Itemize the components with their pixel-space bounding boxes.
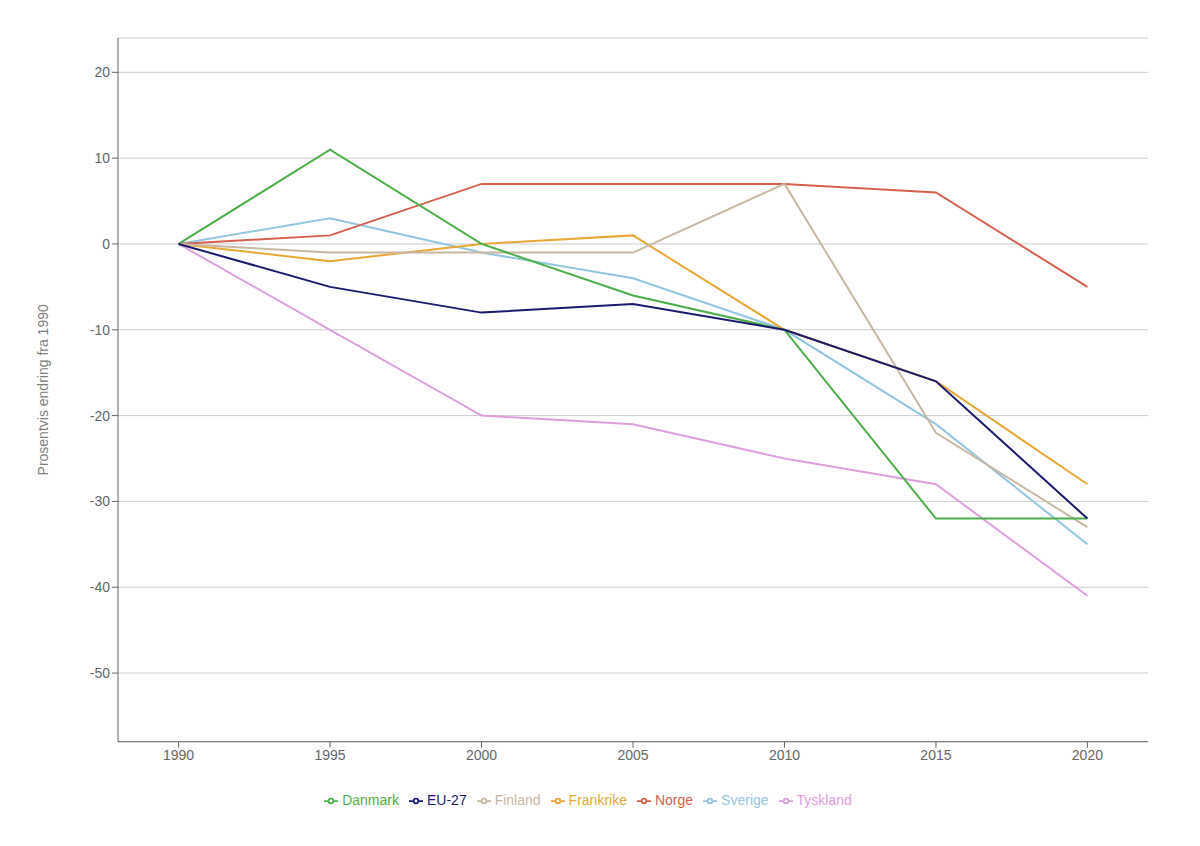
svg-text:20: 20 [94,64,110,80]
svg-text:1995: 1995 [314,747,345,763]
svg-text:2020: 2020 [1072,747,1103,763]
html-text:Finland: Finland [494,791,541,808]
html-text:Tyskland: Tyskland [796,791,852,808]
html-text:Danmark: Danmark [342,791,399,808]
svg-text:2005: 2005 [617,747,648,763]
svg-text:2015: 2015 [920,747,951,763]
svg-text:2010: 2010 [769,747,800,763]
svg-text:-20: -20 [90,408,110,424]
html-text:EU-27: EU-27 [427,791,467,808]
svg-text:2000: 2000 [466,747,497,763]
svg-text:0: 0 [102,236,110,252]
svg-text:-40: -40 [90,579,110,595]
svg-text:-50: -50 [90,665,110,681]
svg-text:1990: 1990 [163,747,194,763]
svg-text:Prosentvis endring fra 1990: Prosentvis endring fra 1990 [35,304,51,475]
html-text:Norge: Norge [655,791,694,808]
html-text:Sverige: Sverige [721,791,769,808]
html-text:Frankrike: Frankrike [568,791,627,808]
svg-text:-30: -30 [90,493,110,509]
svg-text:-10: -10 [90,322,110,338]
svg-text:10: 10 [94,150,110,166]
